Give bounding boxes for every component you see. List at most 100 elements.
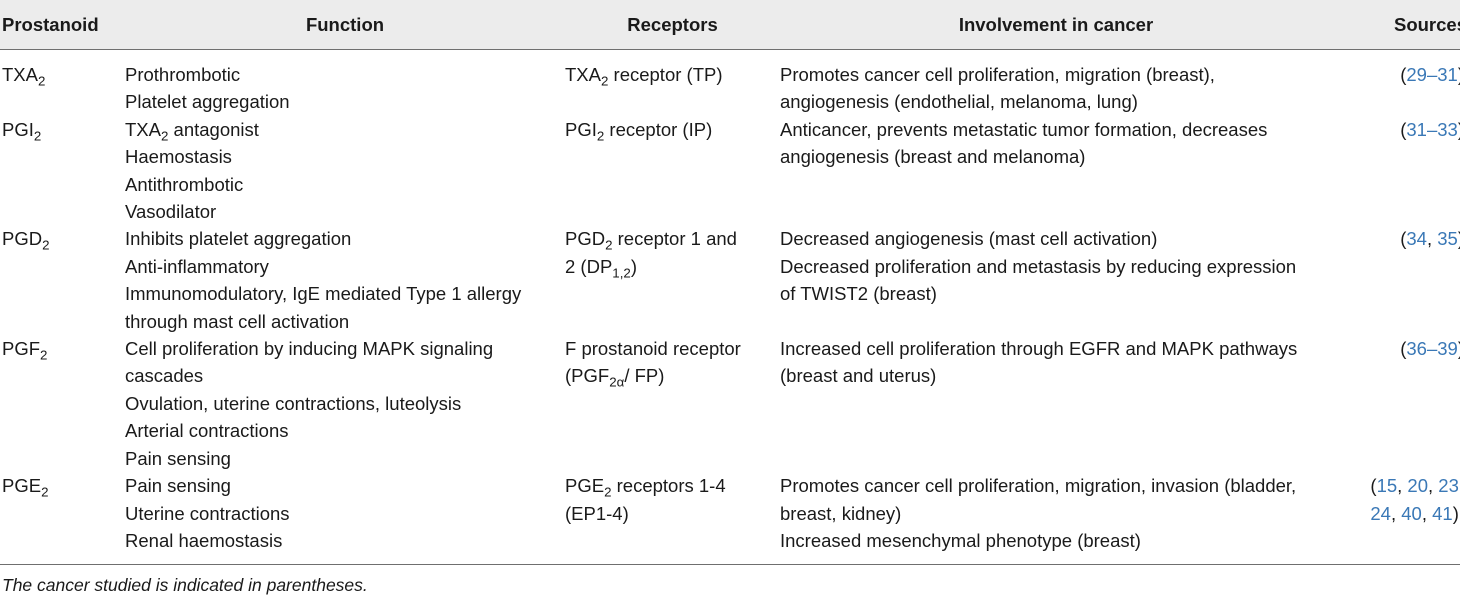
cell-cancer-involvement: Promotes cancer cell proliferation, migr… [780, 50, 1332, 116]
function-text: Pain sensing [125, 475, 231, 497]
table-row: PGF2 Cell proliferation by inducing MAPK … [0, 335, 1460, 472]
table-row: PGI2 TXA2 antagonist Haemostasis Antithromb… [0, 116, 1460, 226]
function-text: TXA [125, 118, 161, 140]
receptor-subscript: 2α [609, 374, 625, 390]
receptor-text: TXA [565, 64, 601, 85]
sources-text: , [1421, 502, 1433, 524]
sources-line: (34, 35) [1400, 225, 1460, 252]
prostanoid-name: PGE [2, 475, 42, 497]
function-text: Arterial contractions [125, 420, 289, 442]
sources-text: , [1459, 475, 1460, 496]
sources-reference-link[interactable]: 23 [1438, 475, 1459, 497]
function-text: Pain sensing [125, 447, 231, 469]
sources-line: (36–39) [1400, 335, 1460, 362]
header-function: Function [120, 0, 565, 50]
receptor-text: PGE [565, 475, 605, 497]
sources-reference-link[interactable]: 29–31 [1406, 64, 1458, 85]
function-text: Uterine contractions [125, 502, 290, 524]
receptor-text: receptors 1-4 [611, 475, 726, 497]
cancer-line: of TWIST2 (breast) [780, 283, 937, 305]
function-line: Vasodilator [125, 198, 565, 225]
header-prostanoid: Prostanoid [0, 0, 120, 50]
cancer-line: Promotes cancer cell proliferation, migr… [780, 475, 1297, 497]
sources-line: (29–31) [1400, 61, 1460, 88]
sources-text: ) [1458, 338, 1460, 359]
cancer-line: (breast and uterus) [780, 365, 937, 387]
receptor-subscript: 2 [596, 128, 605, 144]
cell-prostanoid: PGF2 [0, 335, 120, 472]
cell-prostanoid: PGE2 [0, 472, 120, 566]
sources-reference-link[interactable]: 24 [1370, 502, 1391, 524]
function-text: Renal haemostasis [125, 529, 283, 551]
cancer-line: angiogenesis (breast and melanoma) [780, 146, 1086, 168]
header-row: Prostanoid Function Receptors Involvemen… [0, 0, 1460, 50]
header-involvement: Involvement in cancer [780, 0, 1332, 50]
sources-block: (36–39) [1400, 335, 1460, 362]
cell-prostanoid: TXA2 [0, 50, 120, 116]
function-text: Antithrombotic [125, 173, 244, 195]
sources-text: ) [1452, 502, 1459, 524]
function-subscript: 2 [160, 128, 169, 144]
sources-block: (29–31) [1400, 61, 1460, 88]
cancer-line: Anticancer, prevents metastatic tumor fo… [780, 118, 1268, 140]
function-line: cascades [125, 362, 565, 389]
sources-reference-link[interactable]: 35 [1437, 228, 1458, 250]
receptor-subscript: 2 [605, 237, 613, 253]
receptor-text: PGI [565, 118, 597, 140]
table-footnote: The cancer studied is indicated in paren… [2, 575, 368, 595]
function-line: TXA2 antagonist [125, 116, 565, 143]
receptor-text: receptor (TP) [608, 64, 723, 85]
sources-text: , [1426, 228, 1438, 250]
sources-reference-link[interactable]: 31–33 [1406, 118, 1458, 140]
cancer-line: angiogenesis (endothelial, melanoma, lun… [780, 91, 1138, 113]
cell-sources: (36–39) [1332, 335, 1460, 472]
receptor-text: receptor (IP) [604, 118, 713, 140]
sources-text: ( [1400, 338, 1407, 360]
sources-reference-link[interactable]: 41 [1432, 502, 1453, 524]
sources-reference-link[interactable]: 36–39 [1406, 338, 1458, 360]
receptor-subscript: 1,2 [612, 265, 631, 281]
cell-cancer-involvement: Increased cell proliferation through EGF… [780, 335, 1332, 472]
receptor-line: (PGF2α/ FP) [565, 362, 780, 389]
receptor-text: (EP1-4) [565, 502, 629, 524]
sources-line: 24, 40, 41) [1370, 500, 1460, 527]
prostanoid-subscript: 2 [37, 73, 46, 89]
prostanoid-subscript: 2 [41, 484, 49, 500]
cancer-line: Decreased angiogenesis (mast cell activa… [780, 228, 1158, 250]
sources-text: , [1428, 475, 1439, 497]
function-line: through mast cell activation [125, 308, 565, 335]
function-line: Prothrombotic [125, 61, 565, 88]
table-body: TXA2 Prothrombotic Platelet aggregation TXA… [0, 50, 1460, 566]
sources-text: , [1397, 475, 1408, 497]
sources-reference-link[interactable]: 20 [1407, 475, 1428, 497]
cell-receptors: PGD2 receptor 1 and 2 (DP1,2) [565, 225, 780, 335]
cell-sources: (31–33) [1332, 116, 1460, 226]
cell-function: Pain sensing Uterine contractions Renal ha… [120, 472, 565, 566]
function-text: Platelet aggregation [125, 91, 290, 113]
receptor-text: ) [630, 255, 637, 277]
header-sources: Sources [1332, 0, 1460, 50]
function-text: antagonist [168, 118, 259, 140]
sources-reference-link[interactable]: 40 [1401, 502, 1422, 524]
prostanoid-subscript: 2 [40, 347, 48, 363]
receptor-line: PGD2 receptor 1 and [565, 225, 780, 252]
receptor-text: F prostanoid receptor [565, 338, 741, 360]
sources-reference-link[interactable]: 34 [1406, 228, 1427, 250]
cancer-line: Decreased proliferation and metastasis b… [780, 255, 1297, 277]
function-line: Antithrombotic [125, 171, 565, 198]
table-row: PGD2 Inhibits platelet aggregation Anti-in… [0, 225, 1460, 335]
receptor-line: 2 (DP1,2) [565, 253, 780, 280]
cell-prostanoid: PGI2 [0, 116, 120, 226]
function-line: Pain sensing [125, 445, 565, 472]
cell-function: Inhibits platelet aggregation Anti-inflam… [120, 225, 565, 335]
function-line: Anti-inflammatory [125, 253, 565, 280]
function-line: Haemostasis [125, 143, 565, 170]
function-line: Uterine contractions [125, 500, 565, 527]
cancer-line: breast, kidney) [780, 502, 902, 524]
cell-sources: (15, 20, 23,24, 40, 41) [1332, 472, 1460, 566]
receptor-line: F prostanoid receptor [565, 335, 780, 362]
function-text: Immunomodulatory, IgE mediated Type 1 al… [125, 283, 522, 305]
function-text: Inhibits platelet aggregation [125, 228, 352, 250]
sources-reference-link[interactable]: 15 [1376, 475, 1398, 497]
function-line: Cell proliferation by inducing MAPK sign… [125, 335, 565, 362]
